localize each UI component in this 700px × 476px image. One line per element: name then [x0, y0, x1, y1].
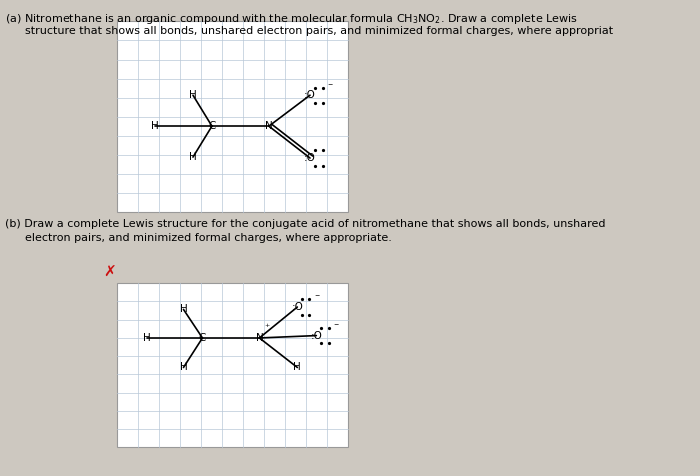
Text: H: H	[189, 90, 197, 100]
Text: $^-$: $^-$	[326, 80, 334, 89]
Text: (b) Draw a complete Lewis structure for the conjugate acid of nitromethane that : (b) Draw a complete Lewis structure for …	[5, 219, 606, 229]
Text: H: H	[189, 152, 197, 162]
Text: H: H	[143, 333, 150, 343]
Text: $^-$: $^-$	[332, 321, 340, 330]
Text: N: N	[256, 333, 263, 343]
Text: H: H	[293, 362, 301, 373]
Text: (a) Nitromethane is an organic compound with the molecular formula CH$_3$NO$_2$.: (a) Nitromethane is an organic compound …	[5, 12, 578, 26]
FancyBboxPatch shape	[117, 283, 348, 447]
Text: N: N	[265, 121, 273, 131]
Text: electron pairs, and minimized formal charges, where appropriate.: electron pairs, and minimized formal cha…	[25, 233, 392, 243]
FancyBboxPatch shape	[117, 21, 348, 212]
Text: $^+$: $^+$	[263, 323, 271, 332]
Text: H: H	[180, 362, 188, 373]
Text: $^-$: $^-$	[312, 292, 321, 301]
Text: ✗: ✗	[103, 264, 116, 279]
Text: structure that shows all bonds, unshared electron pairs, and minimized formal ch: structure that shows all bonds, unshared…	[25, 26, 613, 36]
Text: :O: :O	[310, 330, 322, 341]
Text: H: H	[151, 121, 159, 131]
Text: H: H	[180, 304, 188, 315]
Text: C: C	[209, 121, 216, 131]
Text: :O: :O	[291, 302, 303, 312]
Text: :O: :O	[304, 153, 316, 163]
Text: C: C	[199, 333, 206, 343]
Text: :O: :O	[304, 90, 316, 100]
